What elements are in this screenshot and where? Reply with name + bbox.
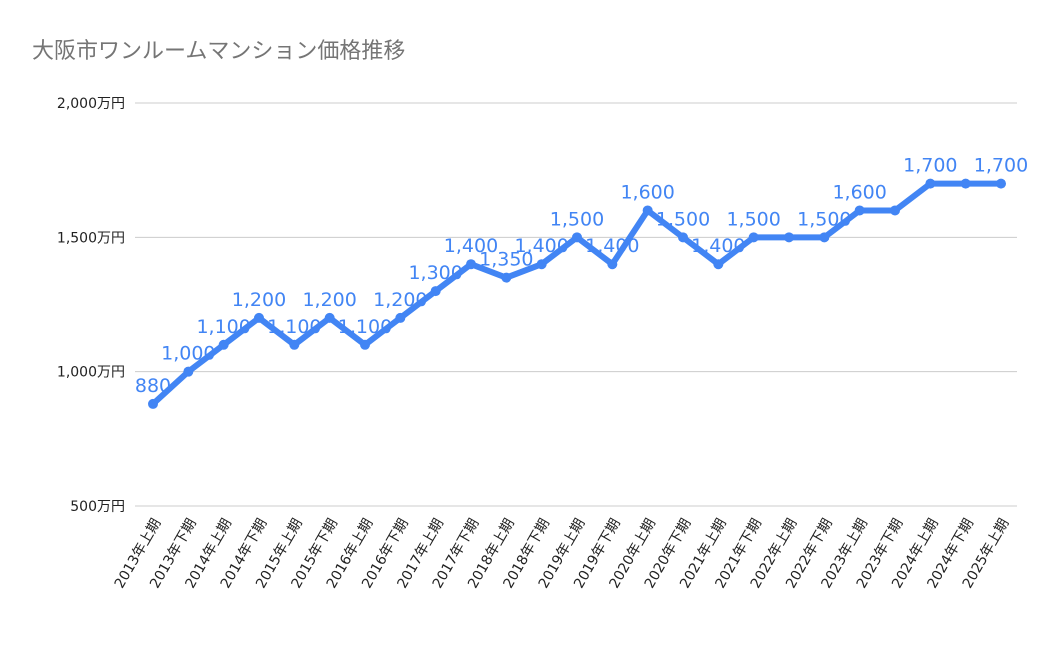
data-point xyxy=(678,232,688,243)
data-label: 1,350 xyxy=(479,249,533,271)
data-point xyxy=(890,205,900,216)
data-point xyxy=(183,366,194,377)
data-point xyxy=(501,272,512,283)
y-tick-label: 500万円 xyxy=(70,499,125,515)
data-point xyxy=(360,339,370,350)
data-point xyxy=(748,232,759,243)
y-tick-label: 2,000万円 xyxy=(57,96,125,112)
data-label: 880 xyxy=(135,375,171,397)
data-label: 1,100 xyxy=(338,316,392,338)
data-label: 1,400 xyxy=(514,235,568,257)
data-label: 1,500 xyxy=(726,208,780,230)
data-label: 1,700 xyxy=(903,155,957,177)
data-point xyxy=(536,259,547,270)
data-point xyxy=(430,286,441,297)
data-point xyxy=(925,178,936,189)
data-point xyxy=(324,312,335,323)
data-point xyxy=(819,232,830,243)
data-label: 1,600 xyxy=(620,181,674,203)
data-point xyxy=(642,205,653,216)
data-point xyxy=(254,312,264,323)
data-point xyxy=(148,398,158,409)
data-label: 1,500 xyxy=(797,208,851,230)
y-tick-label: 1,500万円 xyxy=(57,230,125,246)
data-label: 1,200 xyxy=(232,289,286,311)
y-tick-label: 1,000万円 xyxy=(57,365,125,381)
data-point xyxy=(996,178,1006,189)
data-label: 1,200 xyxy=(302,289,356,311)
data-label: 1,600 xyxy=(832,181,886,203)
data-label: 1,500 xyxy=(656,208,710,230)
data-label: 1,100 xyxy=(267,316,321,338)
data-label: 1,500 xyxy=(550,208,604,230)
data-point xyxy=(218,339,229,350)
data-point xyxy=(572,232,582,243)
data-label: 1,400 xyxy=(585,235,639,257)
data-label: 1,400 xyxy=(691,235,745,257)
data-label: 1,700 xyxy=(974,155,1028,177)
data-point xyxy=(713,259,724,270)
data-point xyxy=(607,259,618,270)
data-label: 1,100 xyxy=(196,316,250,338)
data-point xyxy=(289,339,300,350)
chart-title: 大阪市ワンルームマンション価格推移 xyxy=(32,39,405,64)
data-label: 1,400 xyxy=(444,235,498,257)
data-point xyxy=(784,232,794,243)
data-label: 1,200 xyxy=(373,289,427,311)
data-label: 1,300 xyxy=(408,262,462,284)
data-label: 1,000 xyxy=(161,343,215,365)
data-point xyxy=(960,178,971,189)
data-point xyxy=(395,312,406,323)
data-point xyxy=(854,205,865,216)
data-point xyxy=(466,259,476,270)
